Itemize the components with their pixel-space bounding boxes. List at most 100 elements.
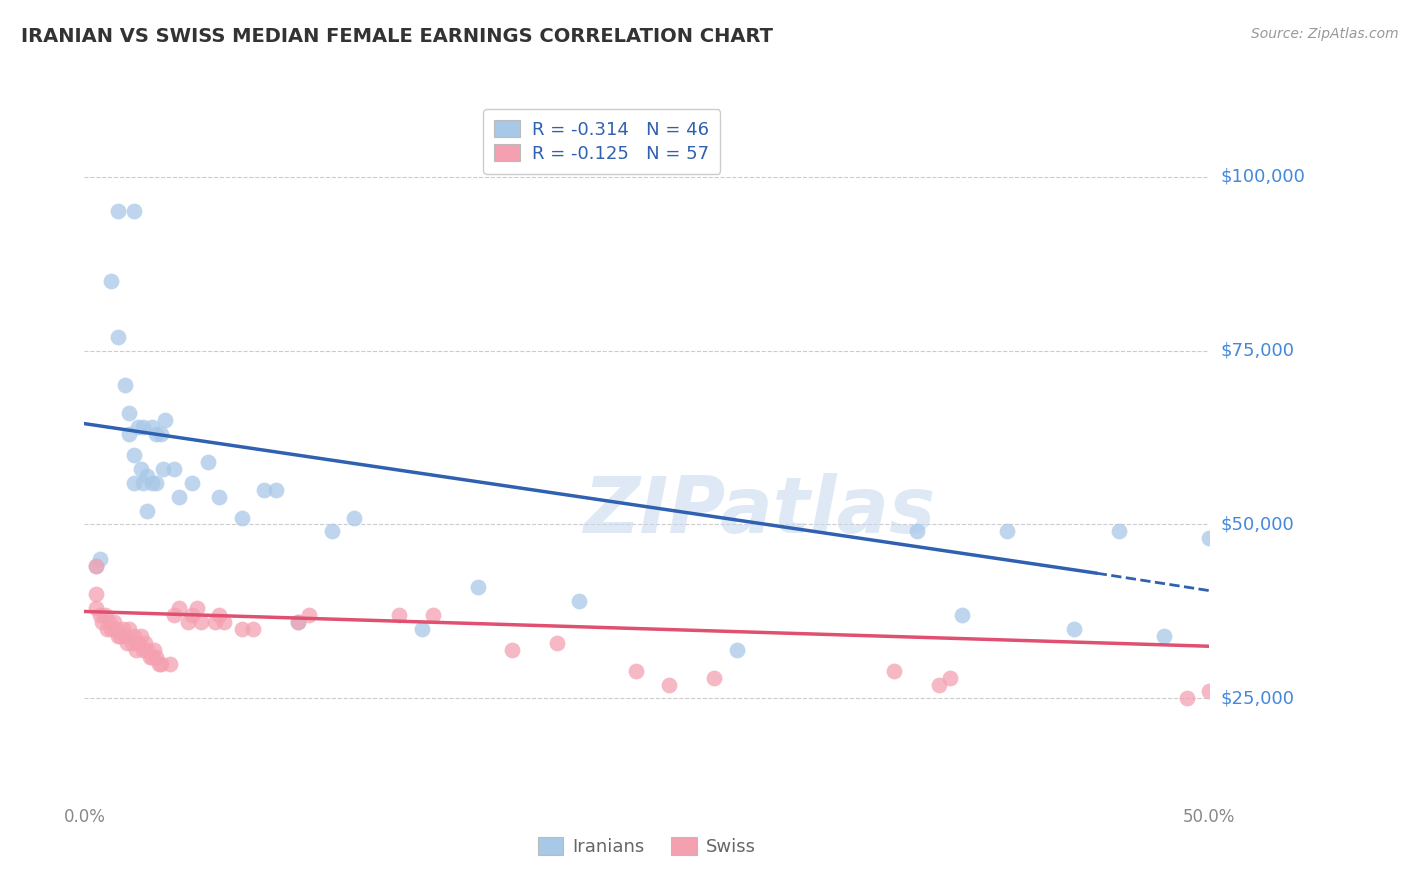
Point — [658, 677, 681, 691]
Point — [883, 664, 905, 678]
Text: Source: ZipAtlas.com: Source: ZipAtlas.com — [1251, 27, 1399, 41]
Point — [96, 622, 118, 636]
Point — [84, 601, 107, 615]
Point — [145, 649, 167, 664]
Text: IRANIAN VS SWISS MEDIAN FEMALE EARNINGS CORRELATION CHART: IRANIAN VS SWISS MEDIAN FEMALE EARNINGS … — [21, 27, 773, 45]
Point — [132, 420, 155, 434]
Point — [149, 657, 172, 671]
Point — [103, 615, 125, 629]
Point — [132, 642, 155, 657]
Point — [122, 475, 145, 490]
Point — [84, 559, 107, 574]
Legend: Iranians, Swiss: Iranians, Swiss — [530, 830, 763, 863]
Point — [190, 615, 212, 629]
Point — [114, 629, 136, 643]
Point — [321, 524, 343, 539]
Point — [212, 615, 235, 629]
Point — [122, 448, 145, 462]
Point — [107, 629, 129, 643]
Point — [148, 657, 170, 671]
Point — [93, 607, 115, 622]
Point — [122, 629, 145, 643]
Point — [242, 622, 264, 636]
Point — [100, 622, 122, 636]
Point — [411, 622, 433, 636]
Point — [138, 649, 160, 664]
Point — [129, 629, 152, 643]
Point — [143, 642, 166, 657]
Point — [253, 483, 276, 497]
Point — [111, 622, 134, 636]
Point — [1108, 524, 1130, 539]
Point — [118, 406, 141, 420]
Point — [141, 649, 163, 664]
Point — [129, 462, 152, 476]
Point — [186, 601, 208, 615]
Point — [100, 274, 122, 288]
Point — [127, 636, 149, 650]
Point — [287, 615, 309, 629]
Text: $100,000: $100,000 — [1220, 168, 1305, 186]
Point — [928, 677, 950, 691]
Point — [125, 642, 148, 657]
Point — [114, 378, 136, 392]
Point — [231, 622, 253, 636]
Text: $25,000: $25,000 — [1220, 690, 1295, 707]
Point — [121, 636, 143, 650]
Point — [152, 462, 174, 476]
Point — [118, 622, 141, 636]
Point — [624, 664, 647, 678]
Point — [287, 615, 309, 629]
Point — [501, 642, 523, 657]
Point — [118, 427, 141, 442]
Point — [110, 629, 132, 643]
Point — [122, 204, 145, 219]
Text: ZIPatlas: ZIPatlas — [583, 473, 935, 549]
Point — [115, 636, 138, 650]
Point — [703, 671, 725, 685]
Point — [84, 587, 107, 601]
Point — [177, 615, 200, 629]
Point — [163, 607, 186, 622]
Point — [905, 524, 928, 539]
Point — [197, 455, 219, 469]
Point — [467, 580, 489, 594]
Point — [145, 475, 167, 490]
Point — [167, 601, 190, 615]
Point — [149, 427, 172, 442]
Point — [155, 413, 177, 427]
Point — [134, 636, 156, 650]
Point — [136, 503, 159, 517]
Text: $50,000: $50,000 — [1220, 516, 1294, 533]
Point — [136, 642, 159, 657]
Point — [84, 559, 107, 574]
Point — [995, 524, 1018, 539]
Point — [167, 490, 190, 504]
Point — [107, 329, 129, 343]
Point — [568, 594, 591, 608]
Point — [1175, 691, 1198, 706]
Point — [141, 420, 163, 434]
Point — [1198, 684, 1220, 698]
Point — [264, 483, 287, 497]
Point — [422, 607, 444, 622]
Point — [91, 615, 114, 629]
Point — [107, 204, 129, 219]
Point — [145, 427, 167, 442]
Point — [298, 607, 321, 622]
Point — [141, 475, 163, 490]
Point — [1153, 629, 1175, 643]
Point — [132, 475, 155, 490]
Point — [89, 552, 111, 566]
Point — [98, 615, 121, 629]
Point — [388, 607, 411, 622]
Point — [725, 642, 748, 657]
Point — [159, 657, 181, 671]
Point — [208, 490, 231, 504]
Point — [939, 671, 962, 685]
Point — [231, 510, 253, 524]
Point — [546, 636, 568, 650]
Point — [89, 607, 111, 622]
Point — [343, 510, 366, 524]
Text: $75,000: $75,000 — [1220, 342, 1295, 359]
